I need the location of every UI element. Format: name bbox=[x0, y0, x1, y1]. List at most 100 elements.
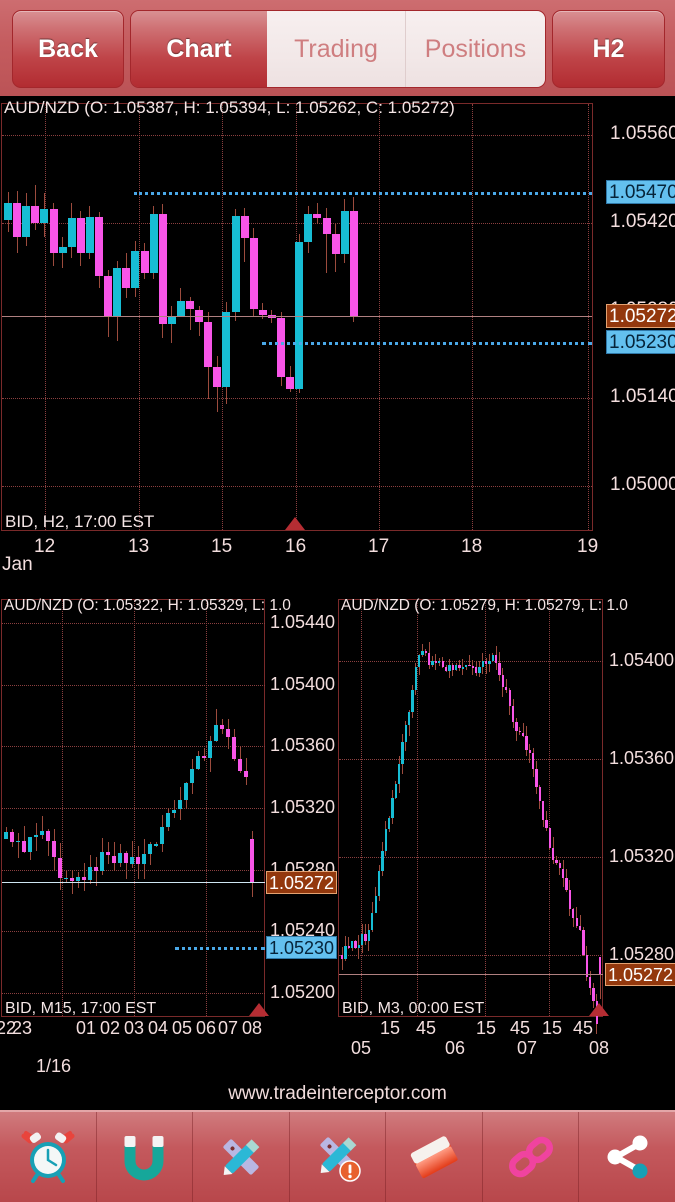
gridline-horizontal bbox=[2, 223, 592, 224]
drawing-tools-info-button[interactable] bbox=[290, 1112, 387, 1202]
timeframe-button[interactable]: H2 bbox=[552, 10, 665, 88]
candle-body bbox=[585, 955, 588, 978]
candle-body bbox=[208, 740, 213, 759]
left-chart-header: AUD/NZD (O: 1.05322, H: 1.05329, L: 1.0 bbox=[4, 597, 291, 614]
candle-body bbox=[104, 275, 113, 316]
price-badge-105230[interactable]: 1.05230 bbox=[266, 935, 337, 959]
candle-body bbox=[49, 208, 58, 254]
candle-body bbox=[414, 667, 418, 690]
watermark-url-bar: www.tradeinterceptor.com bbox=[0, 1077, 675, 1110]
candle-body bbox=[475, 666, 478, 674]
gridline-vertical bbox=[379, 104, 380, 530]
x-axis-label: 08 bbox=[589, 1038, 610, 1058]
tab-positions[interactable]: Positions bbox=[406, 11, 545, 87]
share-button[interactable] bbox=[579, 1112, 675, 1202]
candle-body bbox=[401, 741, 404, 765]
candle-wick bbox=[42, 815, 43, 840]
candle-body bbox=[232, 736, 237, 759]
candle-wick bbox=[204, 747, 205, 762]
gridline-horizontal bbox=[339, 661, 603, 663]
candle-body bbox=[88, 867, 93, 881]
candle-body bbox=[154, 844, 159, 846]
x-axis-label: 45 bbox=[510, 1018, 531, 1038]
candle-body bbox=[222, 312, 231, 388]
right-chart-header: AUD/NZD (O: 1.05279, H: 1.05279, L: 1.0 bbox=[341, 597, 628, 614]
gridline-horizontal bbox=[2, 992, 265, 994]
gridline-vertical bbox=[417, 600, 418, 1016]
candle-body bbox=[277, 318, 285, 377]
price-badge-105272[interactable]: 1.05272 bbox=[606, 303, 675, 328]
price-badge-105230[interactable]: 1.05230 bbox=[606, 330, 675, 355]
candle-body bbox=[438, 661, 441, 663]
candle-body bbox=[122, 268, 131, 289]
gridline-horizontal bbox=[2, 398, 592, 400]
price-badge-105272[interactable]: 1.05272 bbox=[605, 963, 675, 987]
x-axis-label: 15 bbox=[380, 1018, 401, 1038]
candle-body bbox=[521, 732, 525, 736]
candle-body bbox=[588, 977, 592, 988]
x-axis-label: 07 bbox=[517, 1038, 538, 1058]
candle-body bbox=[558, 862, 562, 869]
layers-button[interactable] bbox=[386, 1112, 483, 1202]
candle-body bbox=[505, 687, 508, 690]
drawing-tools-button[interactable] bbox=[193, 1112, 290, 1202]
candle-body bbox=[404, 724, 407, 742]
candle-body bbox=[361, 934, 364, 945]
candle-body bbox=[52, 841, 57, 858]
candle-body bbox=[552, 847, 555, 860]
candle-wick bbox=[24, 825, 25, 854]
candle-body bbox=[46, 830, 51, 842]
gridline-horizontal bbox=[2, 869, 265, 871]
tab-trading[interactable]: Trading bbox=[267, 11, 405, 87]
candle-wick bbox=[348, 937, 349, 949]
candle-body bbox=[322, 218, 331, 235]
candle-body bbox=[568, 890, 572, 910]
alert-line-105470 bbox=[134, 191, 592, 195]
candle-body bbox=[213, 367, 222, 388]
candle-body bbox=[495, 654, 498, 663]
gridline-horizontal bbox=[2, 623, 265, 625]
layers-icon bbox=[406, 1129, 462, 1185]
candle-body bbox=[220, 724, 225, 730]
gridline-vertical bbox=[549, 600, 550, 1016]
price-badge-105470[interactable]: 1.05470 bbox=[606, 179, 675, 204]
magnet-button[interactable] bbox=[97, 1112, 194, 1202]
left-chart-plot[interactable]: 1.05440 1.05400 1.05360 1.05320 1.05280 1.052… bbox=[0, 586, 337, 1076]
bottom-toolbar bbox=[0, 1110, 675, 1202]
right-chart-m3[interactable]: 1.05400 1.05360 1.05320 1.05280 1.05272 15 45 1… bbox=[337, 586, 675, 1076]
candle-body bbox=[304, 214, 313, 242]
chain-link-button[interactable] bbox=[483, 1112, 580, 1202]
candle-body bbox=[525, 736, 528, 751]
y-axis-label: 1.05320 bbox=[609, 845, 675, 866]
x-axis-label: 18 bbox=[461, 536, 483, 557]
candle-body bbox=[545, 819, 548, 829]
candle-body bbox=[364, 934, 367, 942]
price-badge-105272[interactable]: 1.05272 bbox=[266, 871, 337, 894]
gridline-vertical bbox=[134, 600, 135, 1016]
candle-body bbox=[448, 665, 451, 672]
candle-body bbox=[381, 851, 384, 872]
right-chart-footer: BID, M3, 00:00 EST bbox=[342, 1000, 485, 1017]
candle-body bbox=[226, 729, 231, 737]
right-chart-plot[interactable]: 1.05400 1.05360 1.05320 1.05280 1.05272 15 45 1… bbox=[337, 586, 675, 1076]
candle-wick bbox=[317, 203, 318, 225]
left-chart-footer: BID, M15, 17:00 EST bbox=[5, 1000, 157, 1017]
gridline-horizontal bbox=[2, 486, 592, 488]
y-axis-label: 1.05420 bbox=[610, 211, 675, 232]
main-chart-h2[interactable]: 1.055601.054201.051401.050001.052801.054… bbox=[0, 96, 675, 576]
tab-chart[interactable]: Chart bbox=[131, 11, 267, 87]
candle-body bbox=[184, 782, 189, 800]
x-axis-label: 04 bbox=[148, 1018, 169, 1038]
candle-wick bbox=[462, 659, 463, 676]
main-chart-plot[interactable]: 1.055601.054201.051401.050001.052801.054… bbox=[0, 96, 675, 576]
gridline-vertical bbox=[472, 104, 473, 530]
candle-body bbox=[124, 853, 129, 864]
candle-body bbox=[149, 213, 158, 274]
left-chart-m15[interactable]: 1.05440 1.05400 1.05360 1.05320 1.05280 1.052… bbox=[0, 586, 337, 1076]
candle-body bbox=[76, 218, 85, 254]
back-button[interactable]: Back bbox=[12, 10, 124, 88]
candle-body bbox=[501, 675, 505, 687]
alarm-clock-button[interactable] bbox=[0, 1112, 97, 1202]
candle-body bbox=[481, 660, 485, 667]
x-axis-label: 12 bbox=[34, 536, 56, 557]
